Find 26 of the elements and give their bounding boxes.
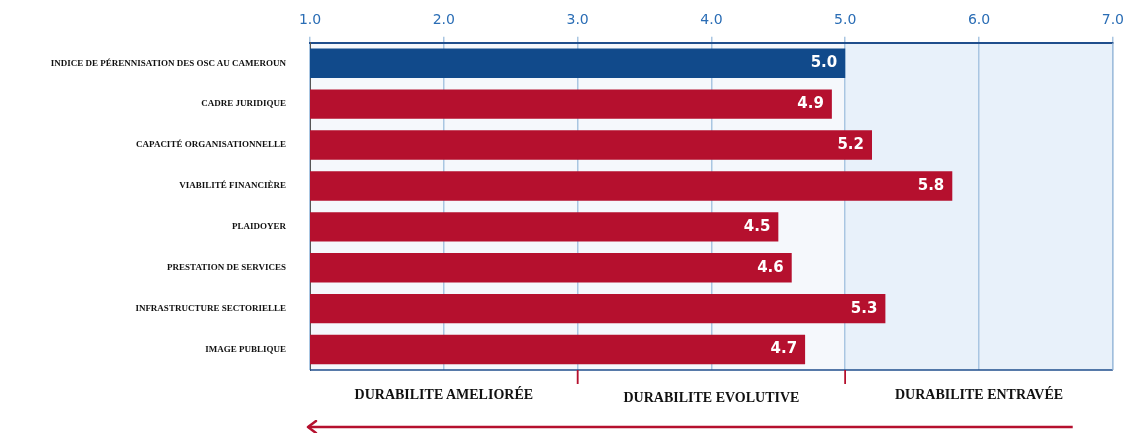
y-tick-label: CAPACITÉ ORGANISATIONNELLE [136, 139, 286, 150]
x-tick-label: 5.0 [834, 11, 857, 28]
y-tick-label: PRESTATION DE SERVICES [167, 262, 286, 273]
data-label: 4.7 [770, 339, 798, 358]
data-label: 4.6 [757, 257, 784, 276]
data-label: 5.2 [837, 134, 865, 153]
y-tick-label: CADRE JURIDIQUE [201, 98, 286, 109]
data-label: 4.5 [743, 216, 771, 235]
data-label: 5.3 [850, 298, 878, 317]
band-label: DURABILITE ENTRAVÉE [894, 385, 1064, 402]
x-tick-label: 3.0 [566, 11, 589, 28]
y-tick-label: INDICE DE PÉRENNISATION DES OSC AU CAMEROUN [50, 57, 287, 68]
y-tick-label: INFRASTRUCTURE SECTORIELLE [135, 302, 286, 313]
data-label: 4.9 [797, 94, 824, 113]
y-tick-label: PLAIDOYER [231, 221, 287, 232]
data-label: 5.8 [917, 175, 945, 194]
band-label: DURABILITE AMELIORÉE [354, 385, 534, 402]
y-tick-label: VIABILITÉ FINANCIÈRE [179, 180, 286, 191]
band-label: DURABILITE EVOLUTIVE [623, 389, 800, 405]
data-label: 5.0 [810, 53, 838, 72]
x-tick-label: 4.0 [700, 11, 723, 28]
x-tick-label: 7.0 [1101, 11, 1124, 28]
y-tick-label: IMAGE PUBLIQUE [205, 343, 286, 354]
x-tick-label: 6.0 [967, 11, 991, 28]
x-tick-label: 2.0 [432, 11, 455, 28]
x-tick-label: 1.0 [298, 11, 322, 28]
